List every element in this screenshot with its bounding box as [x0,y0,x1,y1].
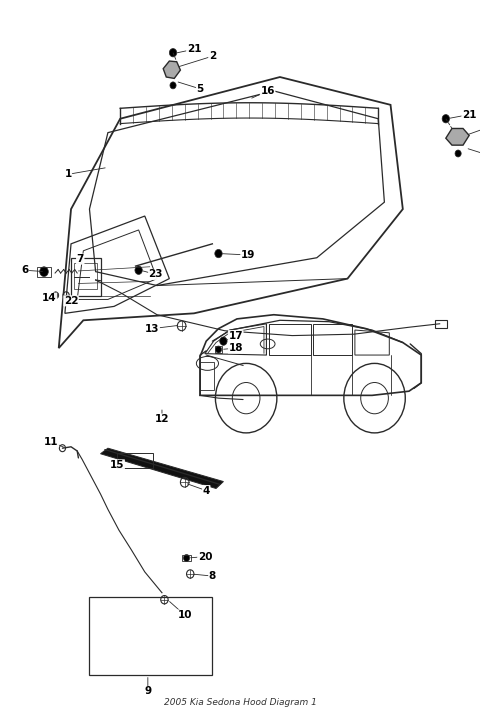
Text: 16: 16 [260,86,275,96]
Text: 23: 23 [149,269,163,279]
Polygon shape [446,128,469,145]
Text: 18: 18 [228,343,243,353]
Text: 17: 17 [228,331,243,340]
Text: 13: 13 [145,324,159,334]
Circle shape [183,555,190,562]
Text: 9: 9 [144,686,151,696]
Bar [435,319,447,328]
Circle shape [53,292,59,299]
Text: 20: 20 [198,552,212,562]
Text: 21: 21 [187,44,201,54]
Text: 1: 1 [64,169,72,180]
Text: 12: 12 [155,414,169,424]
Text: 8: 8 [209,571,216,581]
Text: 15: 15 [110,460,124,470]
Text: 5: 5 [196,84,204,94]
Polygon shape [163,61,180,78]
Circle shape [216,346,222,353]
Text: 10: 10 [178,610,192,620]
Circle shape [442,114,449,123]
Text: 22: 22 [64,296,78,306]
Bar [117,453,153,468]
Text: 14: 14 [42,293,57,303]
Bar [89,597,212,675]
Bar [71,258,100,296]
Circle shape [455,150,461,157]
Bar [74,264,97,289]
Text: 2: 2 [209,51,216,62]
Bar [200,362,214,390]
Bar [36,266,51,277]
Circle shape [169,49,177,57]
Text: 19: 19 [241,250,255,260]
Bar [182,555,191,562]
Polygon shape [100,448,223,489]
Text: 6: 6 [21,265,29,275]
Circle shape [215,249,222,258]
Circle shape [220,337,227,345]
Text: 21: 21 [462,109,477,119]
Text: 4: 4 [203,486,210,496]
Text: 7: 7 [77,254,84,264]
Circle shape [40,266,48,277]
Circle shape [170,82,176,89]
Bar [215,346,222,353]
Text: 11: 11 [44,437,59,447]
Circle shape [135,266,142,274]
Text: 2005 Kia Sedona Hood Diagram 1: 2005 Kia Sedona Hood Diagram 1 [164,698,316,707]
